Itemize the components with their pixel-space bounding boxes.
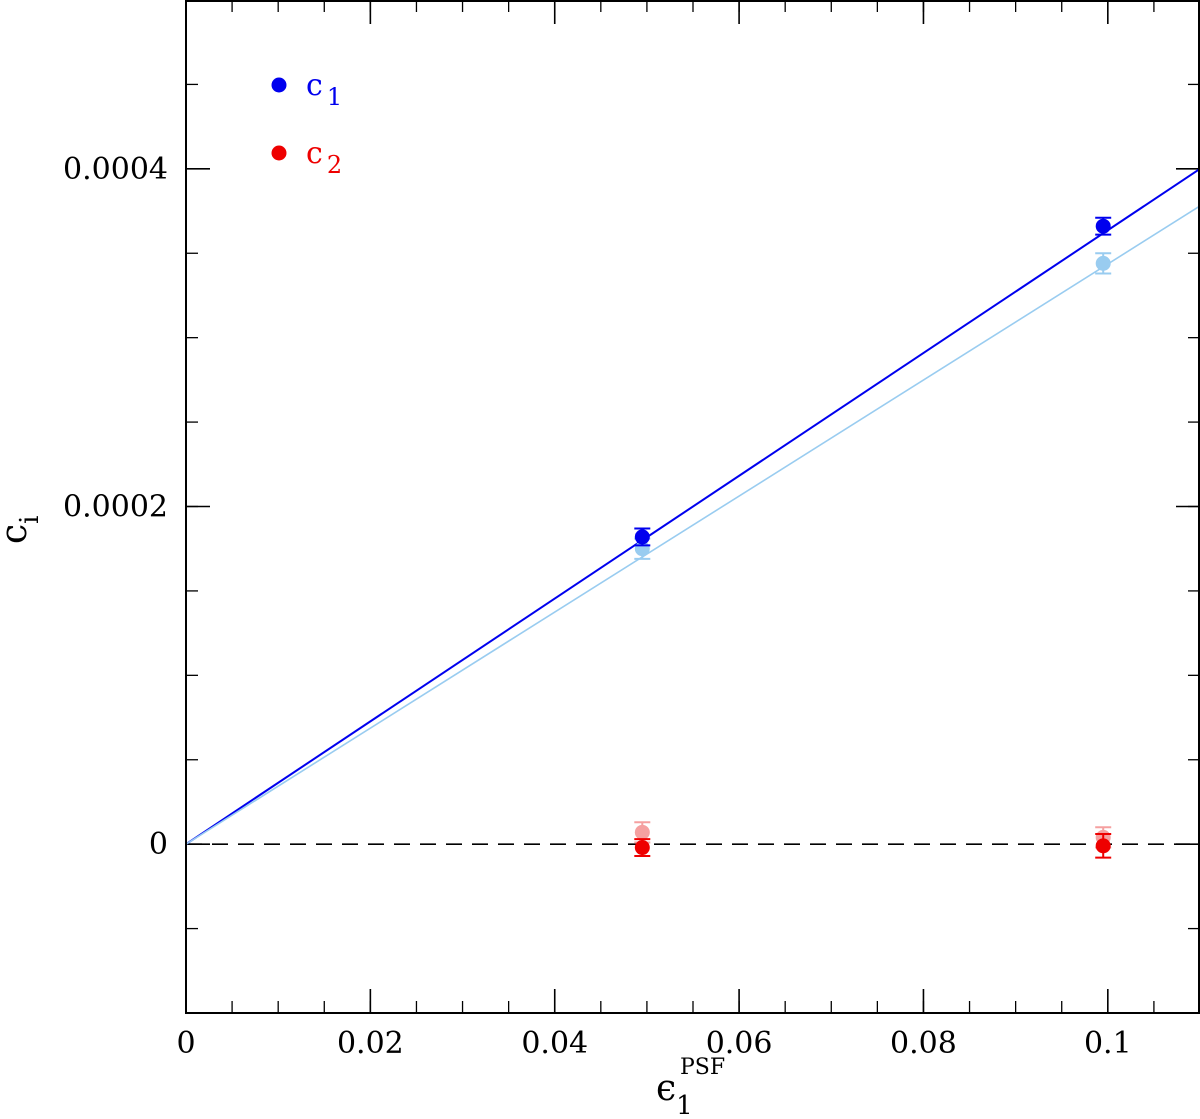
x-tick-label: 0 <box>176 1026 195 1061</box>
data-point-c2 <box>634 840 650 856</box>
legend-marker <box>271 145 287 161</box>
x-axis-label: ϵ1 <box>656 1068 693 1119</box>
y-axis-label: ci <box>0 516 45 545</box>
fit-line-c1-light <box>185 205 1200 845</box>
plot-border <box>185 0 1200 1014</box>
data-point-c2-light <box>634 824 650 840</box>
x-tick-label: 0.1 <box>1084 1026 1132 1061</box>
data-point-c1-light <box>1095 255 1111 271</box>
y-tick-label: 0.0002 <box>63 490 168 525</box>
x-tick-label: 0.08 <box>890 1026 957 1061</box>
data-point-c1 <box>1095 218 1111 234</box>
x-tick-label: 0.04 <box>521 1026 588 1061</box>
legend-marker <box>271 77 287 93</box>
fit-line-c1 <box>185 168 1200 845</box>
data-point-c2 <box>1095 838 1111 854</box>
data-points <box>634 216 1112 859</box>
y-tick-label: 0 <box>149 827 168 862</box>
x-axis-label-sup: PSF <box>680 1055 725 1080</box>
x-tick-label: 0.06 <box>706 1026 773 1061</box>
legend: c 1 c 2 <box>271 68 342 179</box>
y-tick-label: 0.0004 <box>63 152 168 187</box>
data-point-c1 <box>634 529 650 545</box>
x-tick-label: 0.02 <box>337 1026 404 1061</box>
fit-lines <box>185 168 1200 845</box>
plot-frame <box>185 0 1200 1014</box>
